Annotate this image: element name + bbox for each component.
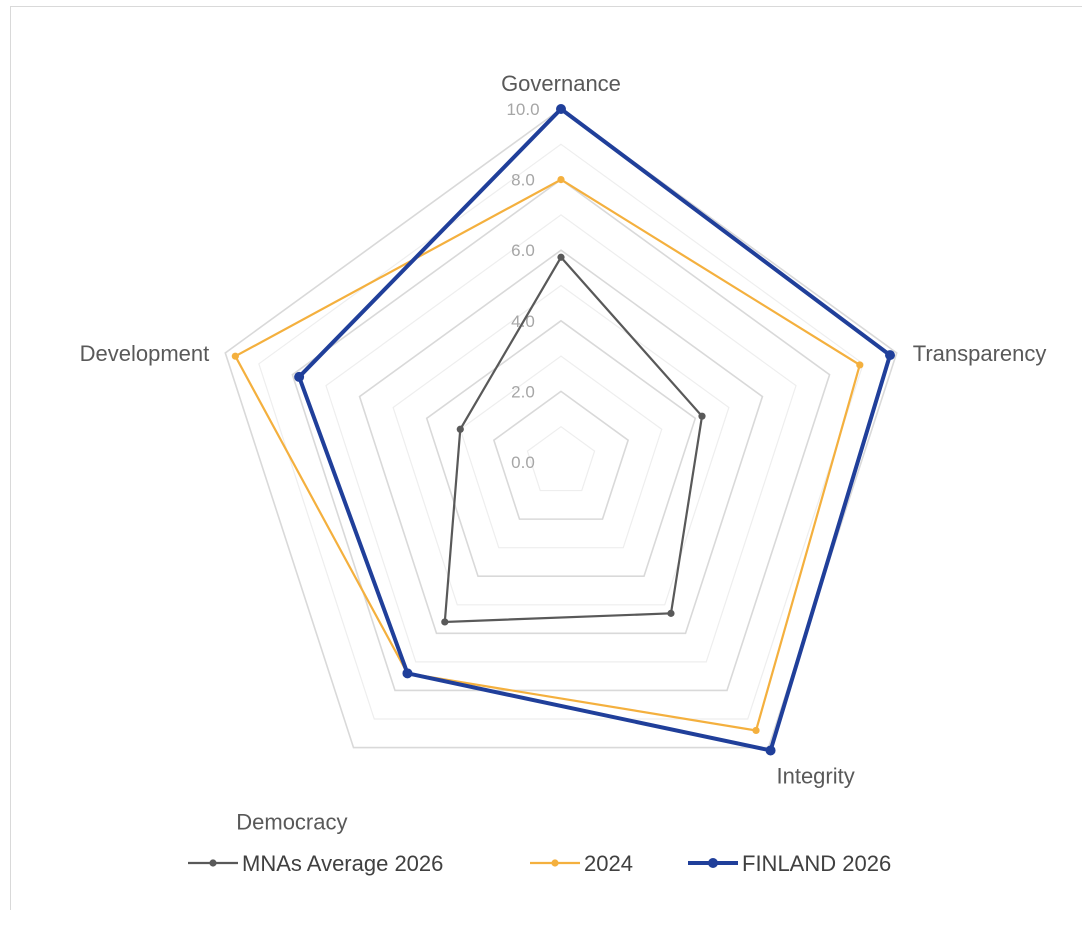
legend-item-finland-2026: FINLAND 2026	[688, 851, 891, 876]
series-line	[296, 106, 893, 753]
legend-item-mnas-average: MNAs Average 2026	[188, 851, 443, 876]
tick-label: 2.0	[511, 382, 535, 401]
data-point	[402, 668, 413, 679]
category-labels: Governance Transparency Integrity Democr…	[80, 71, 1047, 835]
series-layer	[231, 104, 896, 756]
data-point	[885, 350, 896, 361]
category-label-democracy: Democracy	[236, 810, 347, 835]
grid-ring	[526, 425, 596, 492]
data-point	[441, 618, 449, 626]
series-line	[443, 255, 704, 624]
legend-marker	[708, 858, 718, 868]
grid-ring	[325, 214, 797, 663]
series-mnas-average-2026	[441, 253, 706, 626]
legend-marker	[209, 859, 217, 867]
data-point	[667, 609, 675, 617]
grid-ring	[425, 319, 697, 578]
tick-label: 6.0	[511, 241, 535, 260]
legend-label: MNAs Average 2026	[242, 851, 443, 876]
data-point	[765, 745, 776, 756]
tick-label: 10.0	[506, 100, 539, 119]
tick-label: 0.0	[511, 453, 535, 472]
legend-label: 2024	[584, 851, 633, 876]
tick-label: 8.0	[511, 171, 535, 190]
grid-ring	[291, 178, 831, 692]
data-point	[557, 176, 565, 184]
chart-area	[10, 6, 1082, 910]
category-label-integrity: Integrity	[776, 764, 854, 789]
category-label-governance: Governance	[501, 71, 621, 96]
legend-label: FINLAND 2026	[742, 851, 891, 876]
legend: MNAs Average 2026 2024 FINLAND 2026	[188, 851, 891, 876]
data-point	[556, 104, 566, 114]
data-point	[456, 425, 464, 433]
category-label-development: Development	[80, 341, 210, 366]
grid-ring	[459, 355, 663, 549]
data-point	[557, 253, 565, 261]
grid-ring	[392, 284, 730, 606]
data-point	[752, 726, 760, 735]
grid-ring	[358, 249, 764, 635]
grid-ring	[224, 108, 898, 749]
category-label-transparency: Transparency	[913, 341, 1047, 366]
grid-ring	[258, 143, 864, 720]
series-line	[233, 178, 862, 732]
series-finland-2026	[294, 104, 896, 756]
grid-ring	[492, 390, 630, 520]
data-point	[294, 371, 305, 382]
data-point	[231, 352, 239, 360]
radar-grid	[224, 108, 898, 749]
legend-marker	[551, 859, 559, 867]
data-point	[698, 412, 706, 420]
legend-item-2024: 2024	[530, 851, 633, 876]
data-point	[856, 361, 864, 369]
